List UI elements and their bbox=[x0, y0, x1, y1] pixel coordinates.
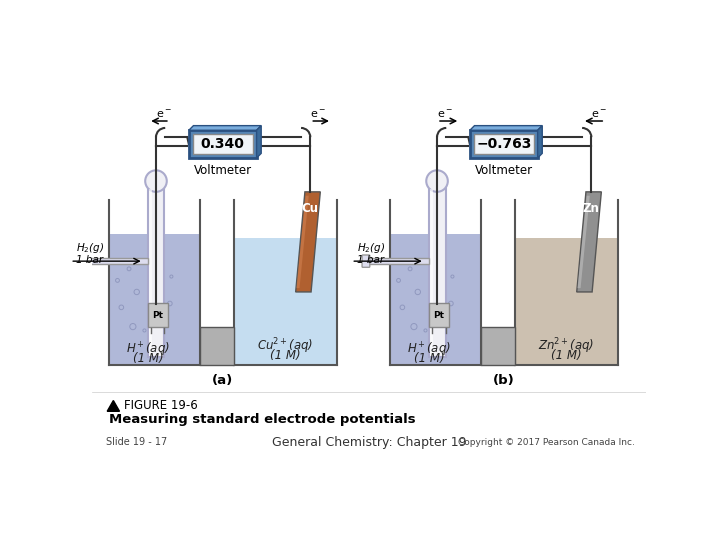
Text: General Chemistry: Chapter 19: General Chemistry: Chapter 19 bbox=[271, 436, 467, 449]
Polygon shape bbox=[577, 195, 590, 288]
Text: −0.763: −0.763 bbox=[476, 137, 531, 151]
FancyBboxPatch shape bbox=[81, 255, 89, 267]
Text: Voltmeter: Voltmeter bbox=[474, 164, 533, 177]
Text: Zn$^{2+}$(aq): Zn$^{2+}$(aq) bbox=[539, 336, 595, 356]
Text: e$^-$: e$^-$ bbox=[437, 109, 453, 120]
Bar bbox=[516, 238, 618, 365]
Text: (1 M): (1 M) bbox=[552, 349, 582, 362]
FancyBboxPatch shape bbox=[474, 134, 534, 154]
Bar bbox=[109, 234, 199, 365]
Text: Zn: Zn bbox=[582, 202, 599, 215]
Bar bbox=[481, 327, 516, 365]
Text: Cu$^{2+}$(aq): Cu$^{2+}$(aq) bbox=[258, 336, 313, 356]
FancyBboxPatch shape bbox=[366, 258, 428, 264]
Text: (1 M): (1 M) bbox=[414, 353, 444, 366]
FancyBboxPatch shape bbox=[148, 181, 164, 357]
Text: H$_2$(g): H$_2$(g) bbox=[76, 241, 105, 255]
Circle shape bbox=[426, 170, 448, 192]
Bar bbox=[234, 238, 337, 365]
Text: (1 M): (1 M) bbox=[132, 353, 163, 366]
Bar bbox=[109, 234, 199, 365]
FancyBboxPatch shape bbox=[86, 258, 148, 264]
Text: e$^-$: e$^-$ bbox=[591, 109, 607, 120]
Polygon shape bbox=[297, 195, 309, 288]
FancyBboxPatch shape bbox=[148, 303, 168, 327]
Text: (a): (a) bbox=[212, 374, 233, 387]
Polygon shape bbox=[256, 126, 261, 158]
Text: Slide 19 - 17: Slide 19 - 17 bbox=[106, 437, 167, 447]
Text: 1 bar: 1 bar bbox=[76, 255, 104, 265]
Text: Voltmeter: Voltmeter bbox=[194, 164, 252, 177]
Text: Cu: Cu bbox=[301, 202, 318, 215]
FancyBboxPatch shape bbox=[470, 130, 538, 158]
Polygon shape bbox=[538, 126, 542, 158]
Text: Measuring standard electrode potentials: Measuring standard electrode potentials bbox=[109, 413, 415, 426]
Circle shape bbox=[145, 170, 167, 192]
Text: e$^-$: e$^-$ bbox=[310, 109, 326, 120]
Text: e$^-$: e$^-$ bbox=[156, 109, 172, 120]
Text: 0.340: 0.340 bbox=[201, 137, 245, 151]
Bar bbox=[199, 327, 234, 365]
Polygon shape bbox=[296, 192, 320, 292]
Text: Pt: Pt bbox=[152, 310, 163, 320]
Bar bbox=[390, 234, 481, 365]
Text: H$_2$(g): H$_2$(g) bbox=[357, 241, 386, 255]
FancyBboxPatch shape bbox=[193, 134, 253, 154]
Polygon shape bbox=[577, 192, 601, 292]
Text: H$^+$(aq): H$^+$(aq) bbox=[126, 341, 170, 359]
FancyBboxPatch shape bbox=[362, 255, 370, 267]
Text: Pt: Pt bbox=[433, 310, 444, 320]
Text: FIGURE 19-6: FIGURE 19-6 bbox=[124, 400, 198, 413]
Text: (1 M): (1 M) bbox=[270, 349, 301, 362]
Polygon shape bbox=[470, 126, 542, 130]
Text: (b): (b) bbox=[493, 374, 515, 387]
Bar bbox=[234, 238, 337, 365]
Polygon shape bbox=[107, 401, 120, 411]
Bar bbox=[516, 238, 618, 365]
Bar bbox=[390, 234, 481, 365]
Text: Copyright © 2017 Pearson Canada Inc.: Copyright © 2017 Pearson Canada Inc. bbox=[458, 437, 634, 447]
Text: 1 bar: 1 bar bbox=[357, 255, 384, 265]
Text: H$^+$(aq): H$^+$(aq) bbox=[407, 341, 451, 359]
FancyBboxPatch shape bbox=[189, 130, 256, 158]
Polygon shape bbox=[189, 126, 261, 130]
FancyBboxPatch shape bbox=[428, 181, 446, 357]
FancyBboxPatch shape bbox=[428, 303, 449, 327]
